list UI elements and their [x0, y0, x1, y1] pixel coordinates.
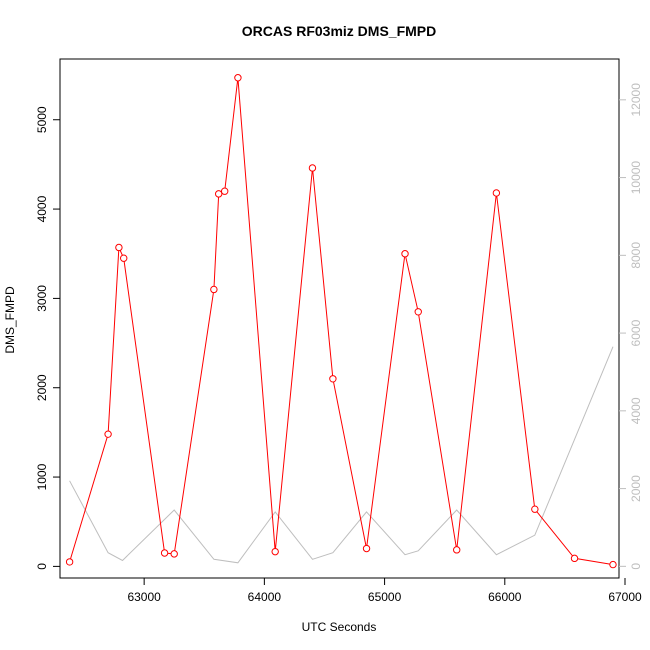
y2-tick-label: 6000 — [629, 319, 643, 346]
data-point — [170, 550, 178, 558]
x-axis: 63000 64000 65000 66000 67000 — [127, 578, 642, 604]
y-tick-label: 1000 — [35, 463, 49, 490]
x-tick-label: 67000 — [608, 590, 642, 604]
plot-frame — [59, 58, 620, 579]
data-point — [453, 546, 461, 554]
y-tick-label: 3000 — [35, 285, 49, 312]
y-tick-label: 2000 — [35, 374, 49, 401]
y-tick-label: 5000 — [35, 106, 49, 133]
primary-series-line — [69, 77, 614, 566]
data-point — [210, 285, 218, 294]
data-point — [531, 505, 539, 513]
secondary-series-line — [69, 346, 614, 564]
data-point — [104, 430, 112, 438]
y-axis-label: DMS_FMPD — [3, 286, 17, 354]
y2-tick-label: 8000 — [629, 242, 643, 269]
y-tick-label: 0 — [35, 563, 49, 570]
data-point — [271, 547, 279, 556]
data-point — [220, 187, 229, 195]
data-point — [160, 549, 169, 557]
y2-tick-label: 0 — [629, 563, 643, 570]
x-tick-label: 65000 — [368, 590, 402, 604]
y-axis: 0 1000 2000 3000 4000 5000 — [35, 106, 60, 570]
data-point — [214, 190, 223, 198]
series-layer — [65, 74, 617, 569]
data-point — [362, 544, 371, 553]
y2-tick-label: 4000 — [629, 397, 643, 424]
x-axis-label: UTC Seconds — [302, 620, 377, 634]
right-y-axis: 0 2000 4000 6000 8000 10000 12000 — [619, 83, 643, 570]
y2-tick-label: 2000 — [629, 475, 643, 502]
data-point — [234, 74, 242, 82]
data-point — [65, 558, 74, 566]
data-point — [570, 554, 579, 563]
data-point — [120, 254, 128, 262]
x-tick-label: 66000 — [488, 590, 522, 604]
x-tick-label: 64000 — [248, 590, 282, 604]
x-tick-label: 63000 — [127, 590, 161, 604]
data-point — [492, 189, 501, 197]
data-point — [329, 375, 337, 383]
data-point — [401, 250, 409, 258]
chart-title: ORCAS RF03miz DMS_FMPD — [242, 23, 436, 39]
y-tick-label: 4000 — [35, 195, 49, 222]
y2-tick-label: 10000 — [629, 161, 643, 195]
data-point — [609, 560, 617, 569]
y2-tick-label: 12000 — [629, 83, 643, 117]
data-point — [308, 164, 317, 172]
data-point — [414, 308, 422, 316]
data-point — [115, 243, 123, 252]
